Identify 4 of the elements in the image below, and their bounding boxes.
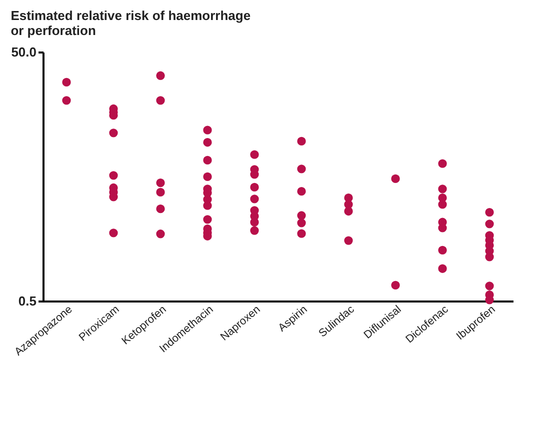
text: or perforation [10, 23, 96, 38]
text: Estimated relative risk of haemorrhage [10, 8, 251, 23]
y-tick-label: 50.0 [11, 44, 36, 60]
y-tick-label: 0.5 [18, 294, 36, 308]
